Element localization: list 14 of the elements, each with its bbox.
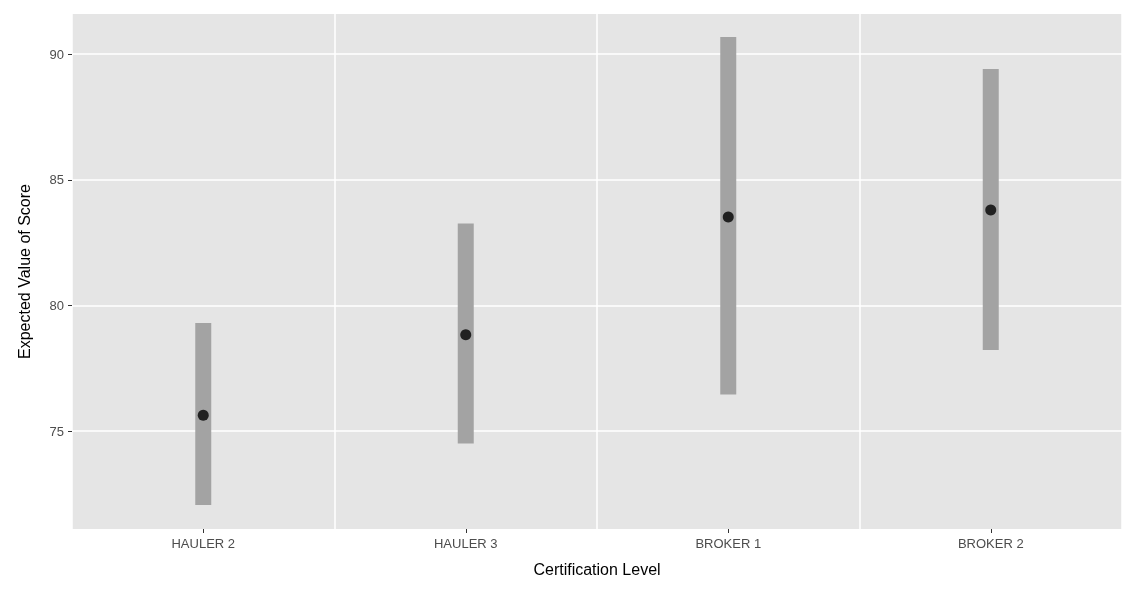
point <box>722 211 734 223</box>
x-tick-label: HAULER 2 <box>171 536 236 551</box>
point <box>985 204 997 216</box>
y-tick-label: 90 <box>49 46 64 62</box>
x-tick-label: HAULER 3 <box>433 536 498 551</box>
x-axis-title: Certification Level <box>533 560 661 578</box>
y-tick-label: 75 <box>49 423 64 439</box>
x-tick-label: BROKER 2 <box>957 536 1024 551</box>
point <box>197 409 209 421</box>
point <box>460 329 472 341</box>
x-tick-label: BROKER 1 <box>695 536 762 551</box>
y-axis-title: Expected Value of Score <box>15 183 33 359</box>
y-tick-label: 80 <box>49 297 64 313</box>
y-tick-label: 85 <box>49 172 64 188</box>
